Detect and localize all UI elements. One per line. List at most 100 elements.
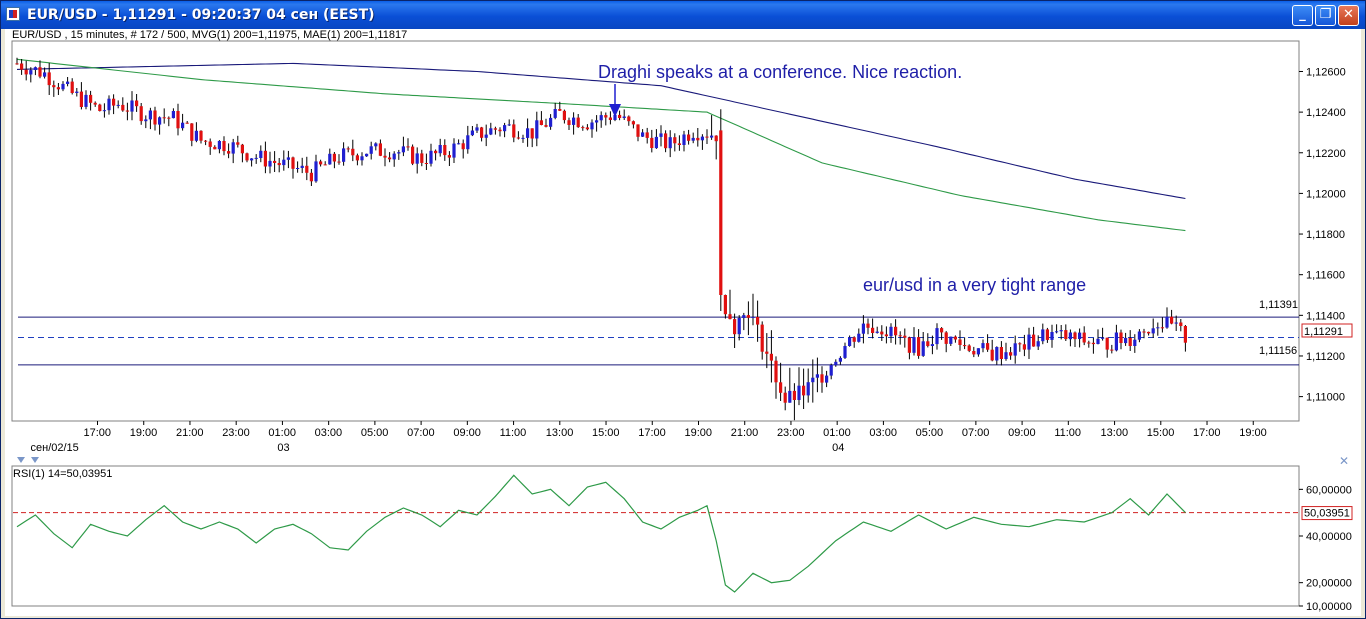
candle-body (135, 100, 139, 107)
time-tick-label: 21:00 (176, 427, 204, 439)
close-button[interactable]: ✕ (1338, 5, 1359, 26)
candle-body (820, 374, 824, 383)
candle-body (783, 392, 787, 403)
candle-body (447, 155, 451, 158)
price-tick-label: 1,12000 (1306, 188, 1346, 200)
candle-body (434, 150, 438, 154)
candle-body (1009, 352, 1013, 356)
candle-body (516, 137, 520, 139)
candle-body (687, 134, 691, 141)
candle-body (838, 357, 842, 362)
candle-body (167, 117, 171, 119)
time-tick-label: 07:00 (407, 427, 435, 439)
candle-body (351, 148, 355, 156)
candle-body (342, 148, 346, 162)
candle-body (894, 326, 898, 336)
candle-body (420, 153, 424, 163)
candle-body (240, 144, 244, 154)
candle-body (917, 337, 921, 356)
candle-body (930, 344, 934, 346)
price-candles (15, 57, 1187, 421)
candle-body (645, 132, 649, 138)
time-tick-label: 05:00 (916, 427, 944, 439)
candle-body (452, 143, 456, 158)
time-tick-label: 23:00 (222, 427, 250, 439)
chart-canvas[interactable]: EUR/USD , 15 minutes, # 172 / 500, MVG(1… (5, 29, 1361, 616)
maximize-button[interactable]: ❐ (1315, 5, 1336, 26)
candle-body (1032, 334, 1036, 347)
rsi-panel-info: RSI(1) 14=50,03951 (13, 468, 112, 480)
candle-body (857, 333, 861, 342)
candle-body (1137, 331, 1141, 340)
candle-body (415, 153, 419, 164)
candle-body (995, 347, 999, 361)
chart-area[interactable]: EUR/USD , 15 minutes, # 172 / 500, MVG(1… (5, 29, 1361, 616)
candle-body (498, 129, 502, 132)
candle-body (365, 153, 369, 157)
candle-body (723, 295, 727, 315)
mvg-line (16, 62, 1186, 200)
time-tick-label: 11:00 (500, 427, 527, 439)
annotation-draghi: Draghi speaks at a conference. Nice reac… (598, 62, 962, 82)
candle-body (613, 114, 617, 120)
price-tick-label: 1,12600 (1306, 66, 1346, 78)
time-tick-label: 19:00 (1239, 427, 1267, 439)
candle-body (503, 125, 507, 132)
candle-body (1133, 339, 1137, 346)
price-panel-info: EUR/USD , 15 minutes, # 172 / 500, MVG(1… (12, 29, 407, 41)
candle-body (526, 128, 530, 138)
candle-body (388, 157, 392, 160)
candle-body (604, 115, 608, 118)
candle-body (337, 161, 341, 163)
candle-body (153, 110, 157, 125)
candle-body (806, 382, 810, 396)
candle-body (406, 146, 410, 148)
date-label: 03 (277, 442, 289, 454)
candle-body (825, 375, 829, 383)
candle-body (976, 348, 980, 355)
candle-body (33, 67, 37, 70)
candle-body (1055, 331, 1059, 333)
candle-body (43, 72, 47, 77)
candle-body (116, 104, 120, 106)
candle-body (507, 124, 511, 126)
candle-body (608, 117, 612, 120)
candle-body (769, 353, 773, 361)
title-bar[interactable]: EUR/USD - 1,11291 - 09:20:37 04 сен (EES… (1, 1, 1365, 29)
candle-body (1091, 342, 1095, 345)
candle-body (1064, 330, 1068, 340)
time-tick-label: 13:00 (1101, 427, 1129, 439)
candle-body (921, 341, 925, 356)
price-tick-label: 1,12400 (1306, 107, 1346, 119)
candle-body (618, 114, 622, 118)
candle-body (121, 104, 125, 111)
candle-body (728, 314, 732, 320)
time-tick-label: 17:00 (638, 427, 666, 439)
candle-body (912, 337, 916, 353)
candle-body (898, 335, 902, 337)
candle-body (236, 142, 240, 145)
candle-body (282, 159, 286, 166)
panel-collapse-icon[interactable] (17, 457, 25, 463)
minimize-button[interactable]: _ (1292, 5, 1313, 26)
candle-body (861, 323, 865, 334)
price-tick-label: 1,12200 (1306, 148, 1346, 160)
candle-body (953, 336, 957, 340)
candle-body (811, 377, 815, 383)
candle-body (1156, 327, 1160, 329)
panel-collapse-icon-2[interactable] (31, 457, 39, 463)
candle-body (751, 316, 755, 318)
candle-body (815, 374, 819, 378)
candle-body (355, 155, 359, 161)
candle-body (944, 332, 948, 344)
close-indicator-icon[interactable]: ✕ (1339, 454, 1349, 468)
candle-body (737, 318, 741, 335)
candle-body (93, 102, 97, 105)
candle-body (530, 128, 534, 139)
candle-body (323, 164, 327, 166)
candle-body (1078, 332, 1082, 339)
candle-body (291, 157, 295, 169)
candle-body (549, 117, 553, 127)
candle-body (650, 137, 654, 148)
candle-body (171, 111, 175, 119)
